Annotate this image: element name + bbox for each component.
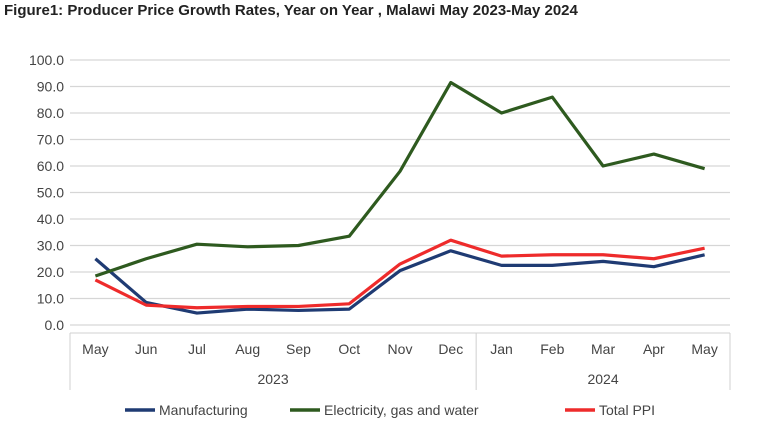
- y-tick-label: 40.0: [37, 211, 64, 227]
- series-line-electricity-gas-and-water: [94, 80, 706, 278]
- y-tick-label: 30.0: [37, 238, 64, 254]
- legend-label: Electricity, gas and water: [324, 402, 479, 418]
- y-tick-label: 0.0: [45, 317, 65, 333]
- series-line-manufacturing: [94, 249, 705, 315]
- x-tick-label: Apr: [643, 341, 665, 357]
- legend-label: Total PPI: [599, 402, 655, 418]
- y-tick-label: 20.0: [37, 264, 64, 280]
- x-tick-label: Nov: [388, 341, 413, 357]
- x-tick-label: Mar: [591, 341, 615, 357]
- year-label: 2023: [257, 371, 288, 387]
- x-tick-label: Aug: [235, 341, 260, 357]
- x-tick-label: May: [82, 341, 108, 357]
- x-tick-label: May: [691, 341, 717, 357]
- x-tick-label: Jul: [188, 341, 206, 357]
- y-tick-label: 100.0: [29, 52, 64, 68]
- y-tick-label: 90.0: [37, 79, 64, 95]
- x-tick-label: Dec: [438, 341, 463, 357]
- y-tick-label: 60.0: [37, 158, 64, 174]
- x-tick-label: Oct: [338, 341, 360, 357]
- series-line-total-ppi: [94, 238, 705, 310]
- x-tick-label: Feb: [540, 341, 564, 357]
- y-tick-label: 10.0: [37, 291, 64, 307]
- chart-title: Figure1: Producer Price Growth Rates, Ye…: [4, 2, 578, 19]
- year-label: 2024: [587, 371, 618, 387]
- y-tick-label: 50.0: [37, 185, 64, 201]
- y-tick-label: 70.0: [37, 132, 64, 148]
- legend-label: Manufacturing: [159, 402, 248, 418]
- y-tick-label: 80.0: [37, 105, 64, 121]
- x-tick-label: Jun: [135, 341, 158, 357]
- x-tick-label: Jan: [490, 341, 513, 357]
- x-tick-label: Sep: [286, 341, 311, 357]
